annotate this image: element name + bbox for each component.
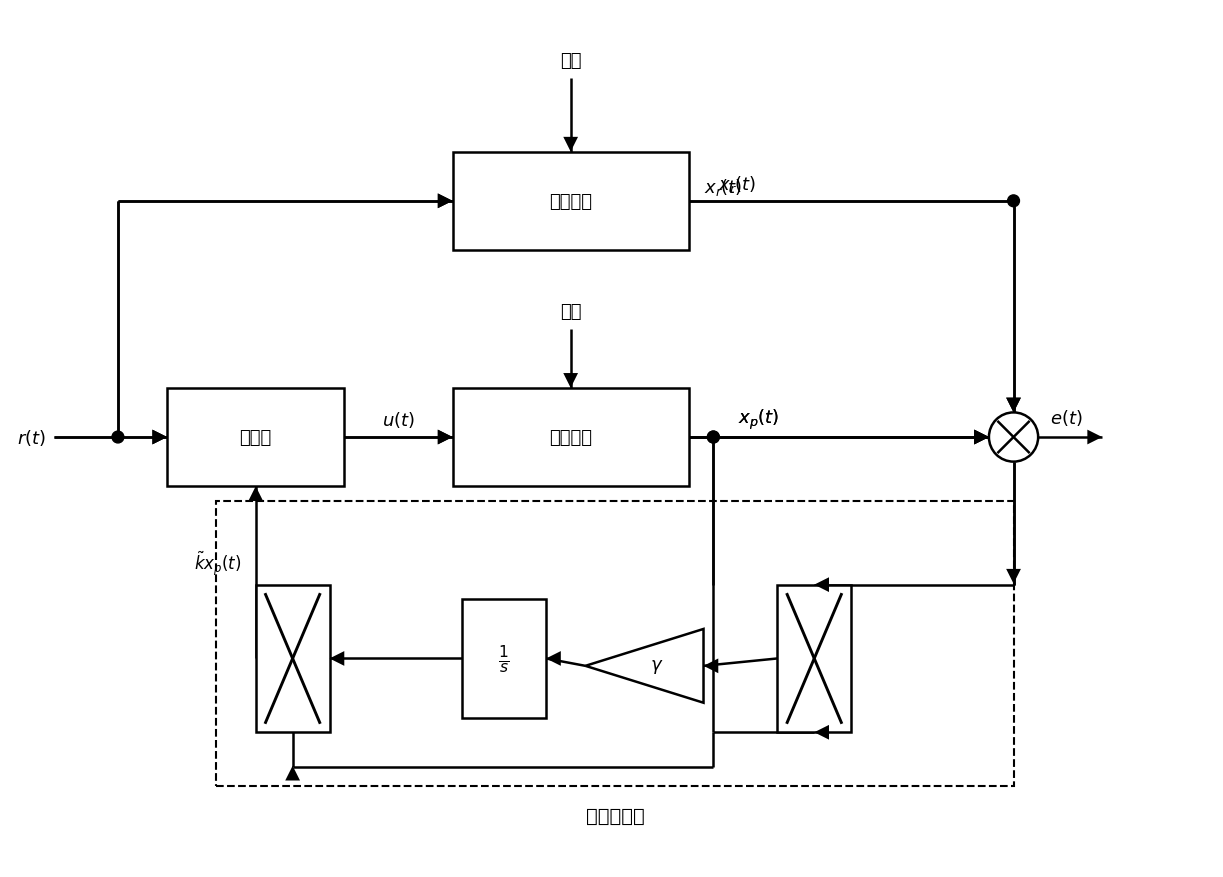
Text: 自适应机构: 自适应机构 [586, 807, 645, 825]
Text: 参考模型: 参考模型 [549, 193, 592, 210]
FancyBboxPatch shape [453, 389, 689, 487]
Text: $x_r(t)$: $x_r(t)$ [718, 174, 757, 195]
Polygon shape [975, 430, 989, 445]
Circle shape [113, 431, 124, 444]
Polygon shape [815, 578, 829, 592]
Polygon shape [438, 430, 453, 445]
FancyBboxPatch shape [462, 600, 545, 717]
Text: 干扰: 干扰 [560, 303, 581, 321]
Text: $x_p(t)$: $x_p(t)$ [737, 408, 779, 431]
Text: 干扰: 干扰 [560, 52, 581, 70]
Text: $u(t)$: $u(t)$ [382, 410, 415, 430]
Polygon shape [329, 652, 345, 666]
Polygon shape [564, 374, 578, 389]
FancyBboxPatch shape [453, 153, 689, 251]
Polygon shape [438, 430, 453, 445]
Circle shape [989, 413, 1038, 462]
Polygon shape [1007, 398, 1021, 413]
Text: 被控对象: 被控对象 [549, 429, 592, 446]
Polygon shape [703, 659, 718, 674]
Polygon shape [285, 766, 300, 781]
Polygon shape [975, 430, 989, 445]
Polygon shape [1007, 569, 1021, 584]
Circle shape [1008, 196, 1020, 208]
Polygon shape [1007, 398, 1021, 413]
Polygon shape [438, 194, 453, 209]
FancyBboxPatch shape [778, 585, 851, 732]
Polygon shape [975, 430, 989, 445]
Polygon shape [438, 194, 453, 209]
Polygon shape [815, 725, 829, 740]
Text: $x_p(t)$: $x_p(t)$ [737, 408, 779, 431]
Polygon shape [586, 629, 703, 703]
Text: $\frac{1}{s}$: $\frac{1}{s}$ [498, 643, 510, 674]
Polygon shape [153, 430, 168, 445]
Text: $e(t)$: $e(t)$ [1051, 408, 1082, 428]
Circle shape [707, 431, 719, 444]
Polygon shape [248, 487, 263, 502]
Polygon shape [545, 652, 561, 666]
Circle shape [707, 431, 719, 444]
Polygon shape [1087, 430, 1102, 445]
Text: 控制器: 控制器 [240, 429, 272, 446]
Polygon shape [564, 138, 578, 153]
Polygon shape [153, 430, 168, 445]
FancyBboxPatch shape [256, 585, 329, 732]
FancyBboxPatch shape [168, 389, 345, 487]
Text: $\tilde{k}x_p(t)$: $\tilde{k}x_p(t)$ [193, 549, 241, 577]
Text: $x_r(t)$: $x_r(t)$ [703, 176, 742, 197]
Text: $\gamma$: $\gamma$ [649, 657, 663, 675]
Text: $r(t)$: $r(t)$ [17, 427, 46, 447]
